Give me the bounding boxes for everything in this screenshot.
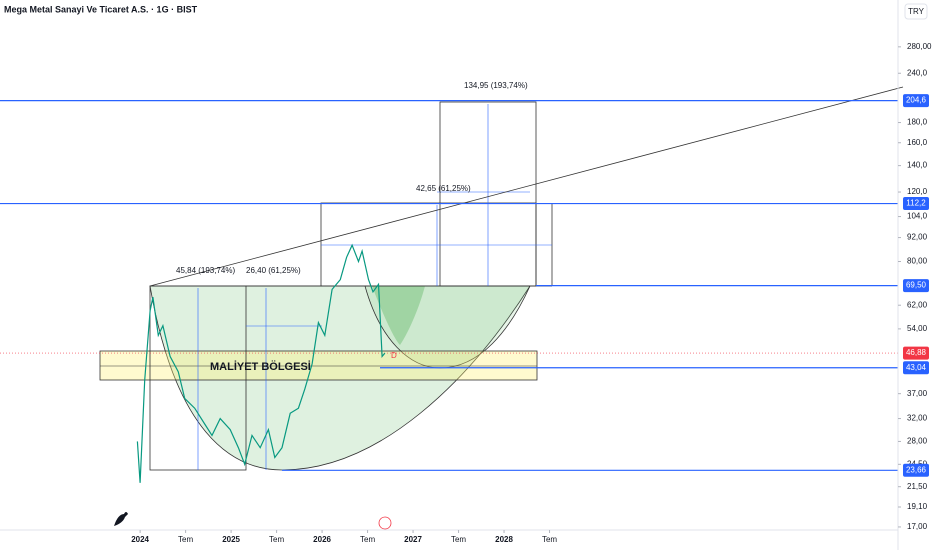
series: [136, 243, 386, 483]
measure-box: [320, 202, 537, 287]
level-badge: [903, 463, 929, 477]
event-icon[interactable]: [378, 516, 392, 530]
y-tick-label: 54,00: [907, 324, 928, 333]
y-tick-label: 120,0: [907, 187, 928, 196]
level-badge: [903, 346, 929, 360]
y-tick-label: 240,0: [907, 68, 928, 77]
y-tick-label: 21,50: [907, 482, 928, 491]
level-badge: [903, 279, 929, 293]
x-tick-label: Tem: [178, 535, 193, 544]
price-line: [136, 243, 386, 483]
x-tick-label: Tem: [360, 535, 375, 544]
levels: [0, 100, 898, 471]
annotation: 26,40 (61,25%): [246, 266, 301, 275]
y-tick-label: 17,00: [907, 522, 928, 531]
x-tick-label: 2026: [313, 535, 331, 544]
cost-zone: [99, 350, 538, 381]
level-label: 46,88: [906, 348, 927, 357]
level-badge: [903, 197, 929, 211]
marker: D: [391, 351, 397, 360]
y-tick-label: 280,00: [907, 42, 932, 51]
y-tick-label: 104,0: [907, 212, 928, 221]
x-tick-label: Tem: [542, 535, 557, 544]
level-badge: [903, 361, 929, 375]
handle-fill: [372, 286, 425, 345]
x-tick-label: Tem: [451, 535, 466, 544]
y-tick-label: 180,0: [907, 118, 928, 127]
y-tick-label: 28,00: [907, 437, 928, 446]
y-tick-label: 37,00: [907, 389, 928, 398]
y-tick-label: 62,00: [907, 300, 928, 309]
logo: [114, 512, 128, 526]
annotation: 45,84 (193,74%): [176, 266, 235, 275]
x-tick-label: 2027: [404, 535, 422, 544]
currency[interactable]: TRY: [908, 7, 925, 16]
zone-label: MALİYET BÖLGESİ: [210, 360, 311, 373]
level-label: 204,6: [906, 96, 927, 105]
y-tick-label: 19,10: [907, 502, 928, 511]
y-tick-label: 160,0: [907, 138, 928, 147]
chart-title: Mega Metal Sanayi Ve Ticaret A.S. · 1G ·…: [4, 4, 198, 14]
y-tick-label: 140,0: [907, 161, 928, 170]
x-tick-label: 2025: [222, 535, 240, 544]
y-tick-label: 80,00: [907, 257, 928, 266]
level-label: 112,2: [906, 199, 926, 208]
trend-line: [149, 86, 904, 287]
level-label: 23,66: [906, 465, 927, 474]
y-tick-label: 32,00: [907, 414, 928, 423]
annotation: 134,95 (193,74%): [464, 81, 528, 90]
x-tick-label: 2024: [131, 535, 149, 544]
level-badge: [903, 94, 929, 108]
drawings: [99, 86, 904, 471]
x-tick-label: 2028: [495, 535, 513, 544]
annotation: 42,65 (61,25%): [416, 184, 471, 193]
currency-button[interactable]: [904, 3, 928, 20]
level-label: 43,04: [906, 363, 927, 372]
x-tick-label: Tem: [269, 535, 284, 544]
y-tick-label: 92,00: [907, 233, 928, 242]
level-label: 69,50: [906, 281, 927, 290]
